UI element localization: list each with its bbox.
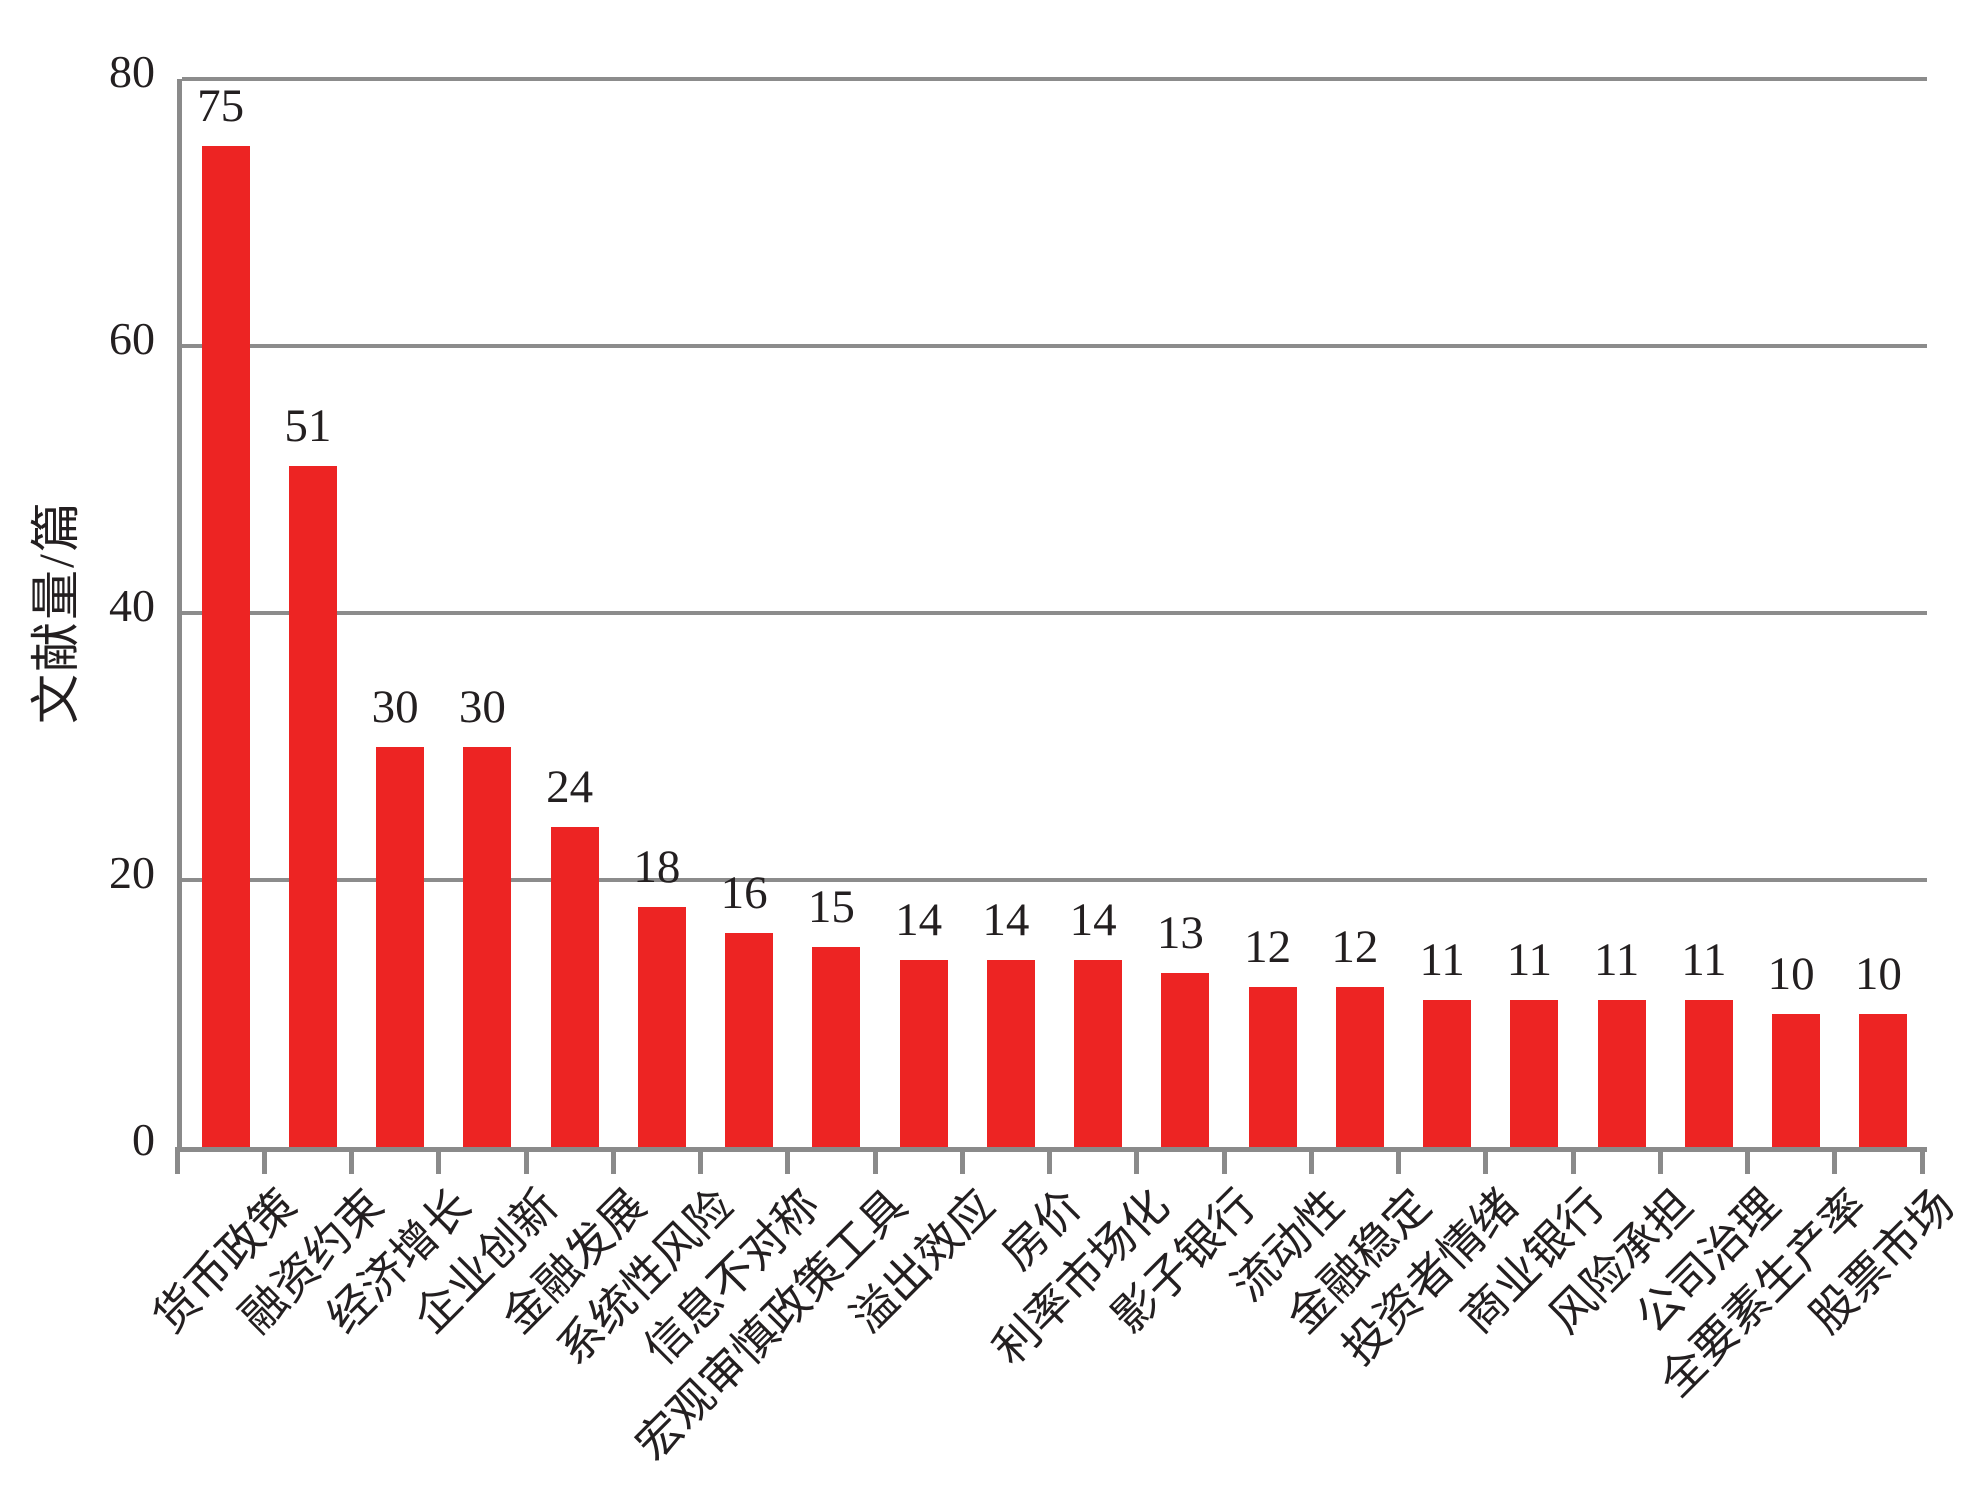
bar-4 (463, 746, 512, 1147)
bar-9 (899, 960, 948, 1147)
x-axis-tick (1134, 1147, 1140, 1174)
bar-16 (1510, 1000, 1559, 1147)
x-axis-tick (610, 1147, 616, 1174)
bar-value-label: 11 (1419, 934, 1465, 987)
x-axis-tick (698, 1147, 703, 1174)
bar-value-label: 13 (1156, 907, 1204, 960)
y-gridline-20 (182, 878, 1927, 882)
x-axis-tick (523, 1147, 529, 1174)
x-axis-tick (436, 1147, 442, 1174)
bar-value-label: 14 (1069, 894, 1117, 947)
bar-14 (1335, 986, 1384, 1147)
bar-13 (1248, 986, 1297, 1147)
x-axis-tick (174, 1147, 180, 1174)
bar-value-label: 51 (284, 400, 332, 453)
bar-value-label: 11 (1506, 934, 1552, 987)
y-tick-label: 0 (132, 1114, 155, 1165)
x-axis-tick (1047, 1147, 1052, 1174)
bar-18 (1684, 1000, 1733, 1147)
x-axis-tick (1221, 1147, 1227, 1174)
bar-value-label: 16 (720, 867, 768, 920)
x-axis-tick (1570, 1147, 1576, 1174)
x-axis-tick (872, 1147, 878, 1174)
x-axis-tick (1745, 1147, 1750, 1174)
bar-value-label: 30 (458, 680, 506, 733)
bar-10 (986, 960, 1035, 1147)
x-axis-tick (1657, 1147, 1663, 1174)
bar-12 (1161, 973, 1210, 1147)
bar-value-label: 12 (1244, 920, 1292, 973)
y-gridline-60 (182, 344, 1927, 348)
bar-8 (812, 946, 861, 1147)
bar-value-label: 24 (546, 760, 594, 813)
bar-value-label: 10 (1767, 947, 1815, 1000)
bar-value-label: 11 (1593, 934, 1640, 987)
bar-value-label: 75 (197, 79, 245, 132)
bar-5 (550, 826, 599, 1147)
x-axis-tick (1396, 1147, 1401, 1174)
bar-11 (1074, 960, 1123, 1147)
x-axis-tick (959, 1147, 965, 1174)
y-tick-label: 80 (109, 46, 155, 97)
x-axis-tick (1832, 1147, 1838, 1174)
bar-3 (376, 746, 425, 1147)
bar-value-label: 10 (1854, 947, 1902, 1000)
bar-17 (1597, 1000, 1646, 1147)
bar-value-label: 30 (371, 680, 419, 733)
y-gridline-80 (182, 77, 1927, 81)
x-axis-tick (1308, 1147, 1314, 1174)
bar-15 (1423, 1000, 1472, 1147)
x-axis-tick (349, 1147, 354, 1174)
x-axis-tick (261, 1147, 267, 1174)
bar-6 (637, 906, 686, 1147)
bar-value-label: 14 (982, 894, 1030, 947)
y-tick-label: 40 (109, 580, 155, 631)
x-axis-tick (1483, 1147, 1489, 1174)
bar-19 (1772, 1013, 1821, 1147)
bar-value-label: 14 (895, 894, 943, 947)
bar-20 (1859, 1013, 1908, 1147)
bar-value-label: 11 (1681, 934, 1727, 987)
bar-value-label: 18 (633, 840, 681, 893)
bar-value-label: 12 (1331, 920, 1379, 973)
y-gridline-40 (182, 611, 1927, 615)
bar-7 (725, 933, 774, 1147)
x-axis-tick (1919, 1147, 1925, 1174)
y-tick-label: 20 (109, 847, 155, 898)
y-tick-label: 60 (109, 313, 155, 364)
x-axis-tick (785, 1147, 791, 1174)
bar-value-label: 15 (807, 880, 855, 933)
bar-1 (201, 145, 250, 1147)
bar-2 (288, 466, 337, 1147)
plot-area (177, 77, 1927, 1152)
